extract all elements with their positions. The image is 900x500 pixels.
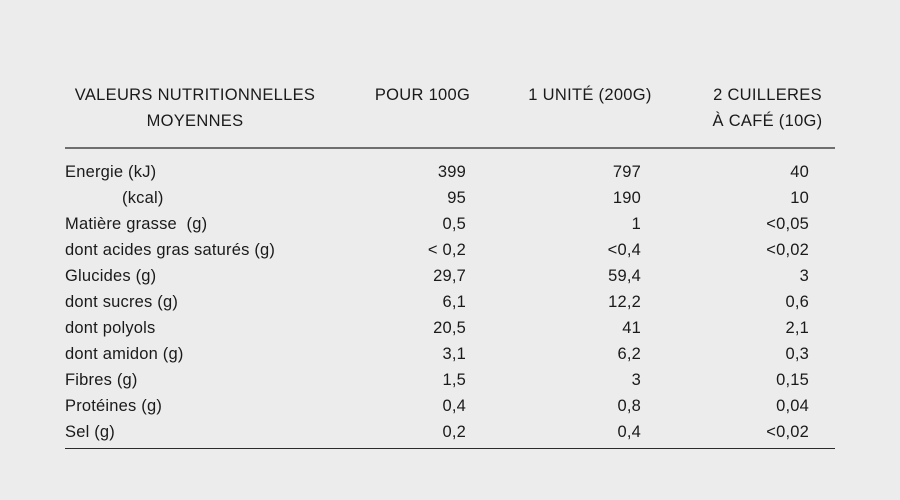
header-per-spoons: 2 CUILLERES À CAFÉ (10G) bbox=[700, 82, 835, 149]
value-per-100g: 3,1 bbox=[442, 345, 466, 363]
value-per-spoons: 0,15 bbox=[776, 371, 809, 389]
row-label: Matière grasse (g) bbox=[65, 215, 208, 233]
value-per-100g: 20,5 bbox=[433, 319, 466, 337]
header-per-unit: 1 UNITÉ (200G) bbox=[480, 82, 700, 149]
row-label: (kcal) bbox=[122, 189, 164, 207]
value-per-unit: 41 bbox=[622, 319, 641, 337]
table-row: Glucides (g) 29,7 59,4 3 bbox=[65, 263, 835, 289]
value-per-spoons: 10 bbox=[790, 189, 809, 207]
header-nutrition-values: VALEURS NUTRITIONNELLES MOYENNES bbox=[65, 82, 365, 149]
row-label: Energie (kJ) bbox=[65, 163, 157, 181]
value-per-unit: 190 bbox=[612, 189, 641, 207]
header-per-spoons-line1: 2 CUILLERES bbox=[713, 86, 822, 104]
header-nutrition-values-line1: VALEURS NUTRITIONNELLES bbox=[74, 86, 316, 104]
value-per-spoons: 2,1 bbox=[785, 319, 809, 337]
table-row: Protéines (g) 0,4 0,8 0,04 bbox=[65, 393, 835, 419]
value-per-100g: 95 bbox=[447, 189, 466, 207]
table-row: Energie (kJ) 399 797 40 bbox=[65, 148, 835, 185]
row-label: Fibres (g) bbox=[65, 371, 138, 389]
value-per-spoons: <0,05 bbox=[766, 215, 809, 233]
value-per-100g: 0,5 bbox=[442, 215, 466, 233]
value-per-100g: 0,2 bbox=[365, 419, 480, 449]
value-per-unit: <0,4 bbox=[607, 241, 641, 259]
table-row: dont amidon (g) 3,1 6,2 0,3 bbox=[65, 341, 835, 367]
value-per-unit: 12,2 bbox=[608, 293, 641, 311]
value-per-unit: 3 bbox=[631, 371, 641, 389]
value-per-spoons: 40 bbox=[790, 163, 809, 181]
header-per-100g: POUR 100G bbox=[365, 82, 480, 149]
table-row: dont polyols 20,5 41 2,1 bbox=[65, 315, 835, 341]
table-row: dont acides gras saturés (g) < 0,2 <0,4 … bbox=[65, 237, 835, 263]
value-per-100g: 6,1 bbox=[442, 293, 466, 311]
value-per-unit: 59,4 bbox=[608, 267, 641, 285]
value-per-spoons: <0,02 bbox=[766, 241, 809, 259]
value-per-100g: 0,4 bbox=[442, 397, 466, 415]
value-per-spoons: <0,02 bbox=[700, 419, 835, 449]
header-row: VALEURS NUTRITIONNELLES MOYENNES POUR 10… bbox=[65, 82, 835, 149]
nutrition-table: VALEURS NUTRITIONNELLES MOYENNES POUR 10… bbox=[65, 82, 835, 449]
row-label: Sel (g) bbox=[65, 419, 365, 449]
value-per-spoons: 0,3 bbox=[785, 345, 809, 363]
header-nutrition-values-line2: MOYENNES bbox=[146, 112, 244, 130]
row-label: dont sucres (g) bbox=[65, 293, 179, 311]
value-per-spoons: 0,04 bbox=[776, 397, 809, 415]
value-per-100g: 29,7 bbox=[433, 267, 466, 285]
row-label: dont amidon (g) bbox=[65, 345, 184, 363]
value-per-unit: 1 bbox=[631, 215, 641, 233]
table-row: (kcal) 95 190 10 bbox=[65, 185, 835, 211]
value-per-unit: 6,2 bbox=[617, 345, 641, 363]
header-per-spoons-line2: À CAFÉ (10G) bbox=[712, 112, 823, 130]
value-per-spoons: 0,6 bbox=[785, 293, 809, 311]
row-label: Protéines (g) bbox=[65, 397, 163, 415]
value-per-spoons: 3 bbox=[799, 267, 809, 285]
table-row: Sel (g) 0,2 0,4 <0,02 bbox=[65, 419, 835, 449]
value-per-unit: 0,4 bbox=[480, 419, 700, 449]
value-per-unit: 0,8 bbox=[617, 397, 641, 415]
value-per-unit: 797 bbox=[612, 163, 641, 181]
table-row: dont sucres (g) 6,1 12,2 0,6 bbox=[65, 289, 835, 315]
nutrition-facts-panel: VALEURS NUTRITIONNELLES MOYENNES POUR 10… bbox=[65, 82, 835, 449]
row-label: dont polyols bbox=[65, 319, 156, 337]
value-per-100g: 399 bbox=[437, 163, 466, 181]
table-row: Matière grasse (g) 0,5 1 <0,05 bbox=[65, 211, 835, 237]
row-label: Glucides (g) bbox=[65, 267, 157, 285]
table-row: Fibres (g) 1,5 3 0,15 bbox=[65, 367, 835, 393]
value-per-100g: 1,5 bbox=[442, 371, 466, 389]
row-label: dont acides gras saturés (g) bbox=[65, 241, 276, 259]
value-per-100g: < 0,2 bbox=[427, 241, 466, 259]
